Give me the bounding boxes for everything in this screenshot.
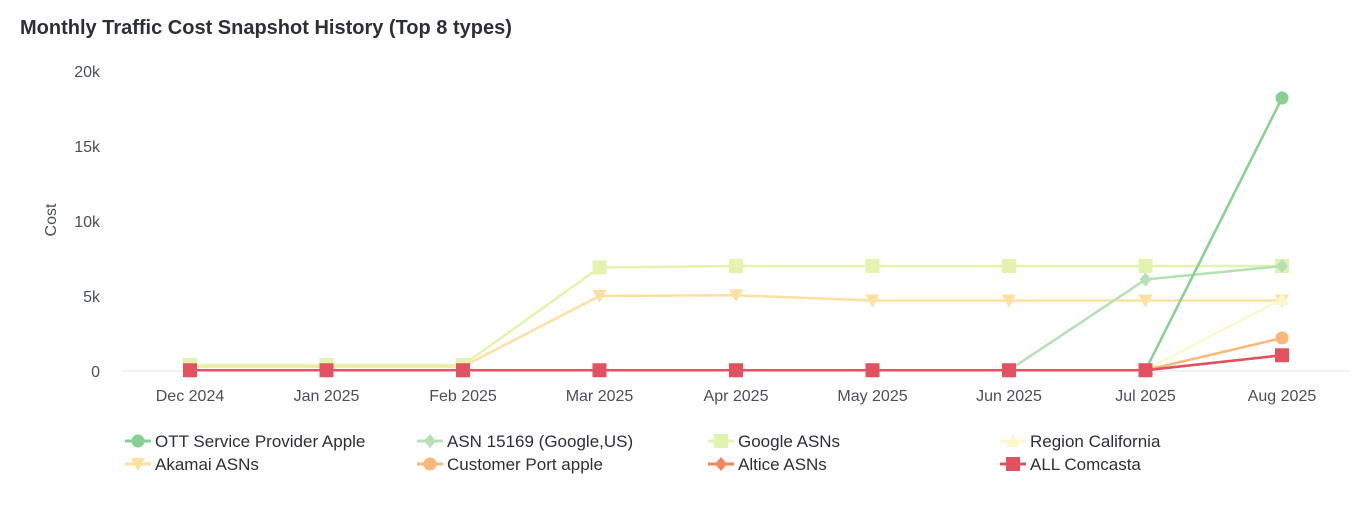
data-point: [592, 363, 607, 378]
data-point: [456, 363, 470, 378]
legend-item-ott-service-provider-apple: OTT Service Provider Apple: [125, 432, 365, 451]
legend-marker: [423, 457, 437, 471]
legend-label: Region California: [1030, 432, 1161, 451]
legend-label: Akamai ASNs: [155, 455, 259, 474]
x-tick-label: Feb 2025: [429, 388, 497, 405]
legend-item-google-asns: Google ASNs: [708, 432, 840, 451]
data-point: [865, 294, 880, 308]
y-tick-label: 5k: [83, 289, 101, 306]
legend-label: OTT Service Provider Apple: [155, 432, 365, 451]
legend-item-all-comcasta: ALL Comcasta: [1000, 455, 1141, 474]
chart-title: Monthly Traffic Cost Snapshot History (T…: [20, 17, 512, 39]
data-point: [1276, 259, 1288, 273]
series-line: [190, 264, 1283, 372]
data-point: [1138, 259, 1153, 273]
data-point: [592, 290, 607, 303]
legend-item-asn-15169-google-us: ASN 15169 (Google,US): [417, 432, 633, 451]
data-point: [1275, 292, 1289, 305]
legend-label: Altice ASNs: [738, 455, 827, 474]
data-point: [183, 363, 197, 378]
x-tick-label: Jun 2025: [976, 388, 1042, 405]
data-point: [1275, 348, 1289, 363]
series-line: [190, 294, 1282, 368]
series-all-comcasta: [183, 348, 1289, 378]
legend-marker: [1006, 457, 1020, 471]
legend-item-customer-port-apple: Customer Port apple: [417, 455, 603, 474]
x-tick-label: Jan 2025: [294, 388, 360, 405]
series-ott-service-provider-apple: [183, 91, 1289, 377]
data-point: [729, 363, 743, 378]
y-tick-label: 0: [91, 364, 100, 381]
legend-marker: [714, 434, 728, 448]
data-point: [1138, 294, 1153, 308]
x-tick-label: Dec 2024: [156, 388, 225, 405]
legend-label: Customer Port apple: [447, 455, 603, 474]
data-point: [729, 259, 743, 273]
data-point: [729, 289, 743, 303]
legend-item-akamai-asns: Akamai ASNs: [125, 455, 259, 474]
legend-marker: [424, 434, 436, 448]
series-akamai-asns: [183, 289, 1289, 374]
y-tick-label: 15k: [74, 139, 101, 156]
x-tick-label: May 2025: [837, 388, 907, 405]
legend-marker: [715, 457, 727, 471]
series-line: [190, 97, 1284, 372]
series-google-asns: [183, 259, 1289, 372]
data-point: [1139, 272, 1152, 287]
y-tick-label: 10k: [74, 214, 101, 231]
legend-label: ALL Comcasta: [1030, 455, 1141, 474]
x-tick-label: Mar 2025: [566, 388, 634, 405]
y-axis-title: Cost: [43, 203, 60, 236]
legend-marker: [131, 434, 145, 448]
x-tick-label: Jul 2025: [1115, 388, 1176, 405]
data-point: [1002, 294, 1016, 308]
legend-label: Google ASNs: [738, 432, 840, 451]
series-line: [190, 264, 1282, 367]
series-asn-15169-google-us: [184, 259, 1288, 378]
data-point: [1275, 331, 1289, 345]
data-point: [319, 363, 334, 378]
y-tick-label: 20k: [74, 64, 101, 81]
legend-marker: [1006, 434, 1020, 447]
legend-item-region-california: Region California: [1000, 432, 1161, 451]
data-point: [1002, 259, 1016, 273]
legend-label: ASN 15169 (Google,US): [447, 432, 633, 451]
data-point: [1275, 91, 1289, 105]
data-point: [1138, 363, 1153, 378]
series-line: [190, 297, 1283, 372]
x-tick-label: Aug 2025: [1248, 388, 1317, 405]
data-point: [1002, 363, 1016, 378]
legend-marker: [131, 458, 145, 471]
data-point: [865, 259, 880, 273]
data-point: [865, 363, 880, 378]
x-tick-label: Apr 2025: [704, 388, 769, 405]
legend-item-altice-asns: Altice ASNs: [708, 455, 827, 474]
data-point: [592, 260, 607, 275]
